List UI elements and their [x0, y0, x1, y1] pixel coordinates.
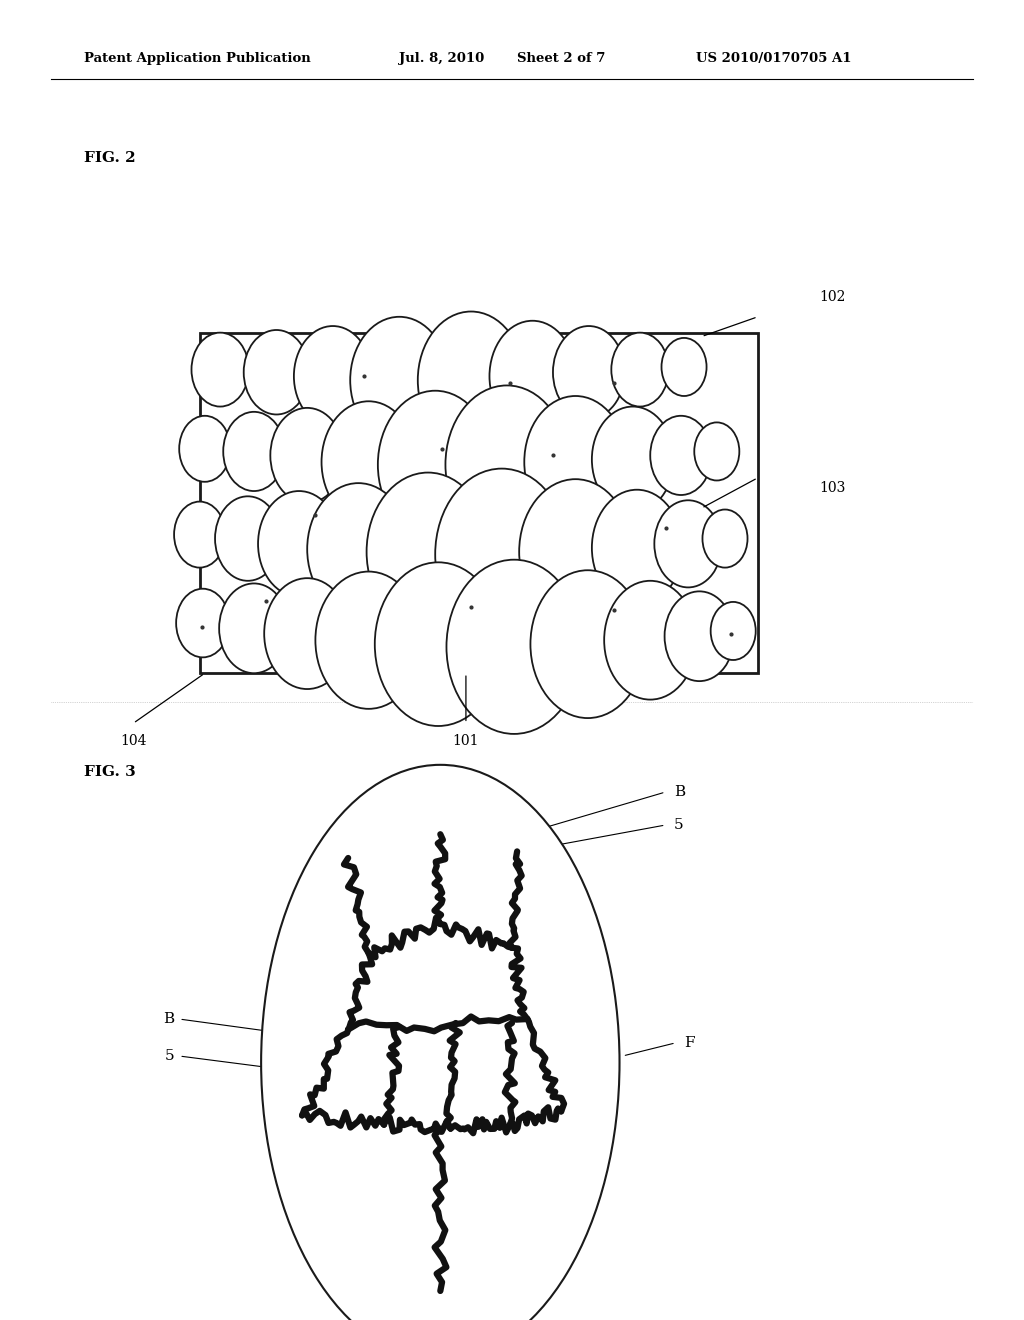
Circle shape	[489, 321, 575, 432]
Circle shape	[375, 562, 502, 726]
Circle shape	[174, 502, 225, 568]
Text: B: B	[674, 785, 685, 799]
Circle shape	[654, 500, 722, 587]
Circle shape	[322, 401, 416, 523]
Circle shape	[694, 422, 739, 480]
Text: 103: 103	[819, 482, 846, 495]
Text: 101: 101	[453, 734, 479, 748]
Circle shape	[435, 469, 568, 640]
Circle shape	[530, 570, 645, 718]
Circle shape	[650, 416, 712, 495]
Bar	[200, 333, 758, 673]
Text: B: B	[163, 1012, 174, 1026]
Circle shape	[223, 412, 285, 491]
Circle shape	[270, 408, 344, 503]
Circle shape	[219, 583, 289, 673]
Circle shape	[592, 407, 674, 512]
Circle shape	[367, 473, 489, 631]
Circle shape	[665, 591, 734, 681]
Circle shape	[446, 560, 582, 734]
Circle shape	[553, 326, 625, 418]
Circle shape	[702, 510, 748, 568]
Ellipse shape	[264, 771, 615, 1320]
Circle shape	[524, 396, 627, 528]
Text: 5: 5	[165, 1049, 174, 1063]
Circle shape	[445, 385, 568, 544]
Circle shape	[215, 496, 281, 581]
Circle shape	[315, 572, 422, 709]
Circle shape	[418, 312, 524, 449]
Text: 104: 104	[120, 734, 146, 748]
Circle shape	[244, 330, 309, 414]
Ellipse shape	[261, 764, 620, 1320]
Circle shape	[179, 416, 230, 482]
Text: Jul. 8, 2010: Jul. 8, 2010	[399, 51, 484, 65]
Text: FIG. 2: FIG. 2	[84, 152, 135, 165]
Circle shape	[176, 589, 229, 657]
Circle shape	[350, 317, 449, 444]
Text: FIG. 3: FIG. 3	[84, 766, 136, 779]
Circle shape	[611, 333, 669, 407]
Circle shape	[519, 479, 632, 624]
Circle shape	[592, 490, 682, 606]
Text: 5: 5	[674, 818, 683, 832]
Bar	[200, 333, 758, 673]
Text: Sheet 2 of 7: Sheet 2 of 7	[517, 51, 605, 65]
Circle shape	[662, 338, 707, 396]
Circle shape	[264, 578, 350, 689]
Text: US 2010/0170705 A1: US 2010/0170705 A1	[696, 51, 852, 65]
Text: F: F	[684, 1036, 694, 1049]
Text: Patent Application Publication: Patent Application Publication	[84, 51, 310, 65]
Text: 102: 102	[819, 290, 846, 304]
Circle shape	[307, 483, 410, 615]
Circle shape	[711, 602, 756, 660]
Circle shape	[294, 326, 372, 426]
Circle shape	[258, 491, 340, 597]
Circle shape	[378, 391, 493, 539]
Circle shape	[604, 581, 696, 700]
Circle shape	[191, 333, 249, 407]
